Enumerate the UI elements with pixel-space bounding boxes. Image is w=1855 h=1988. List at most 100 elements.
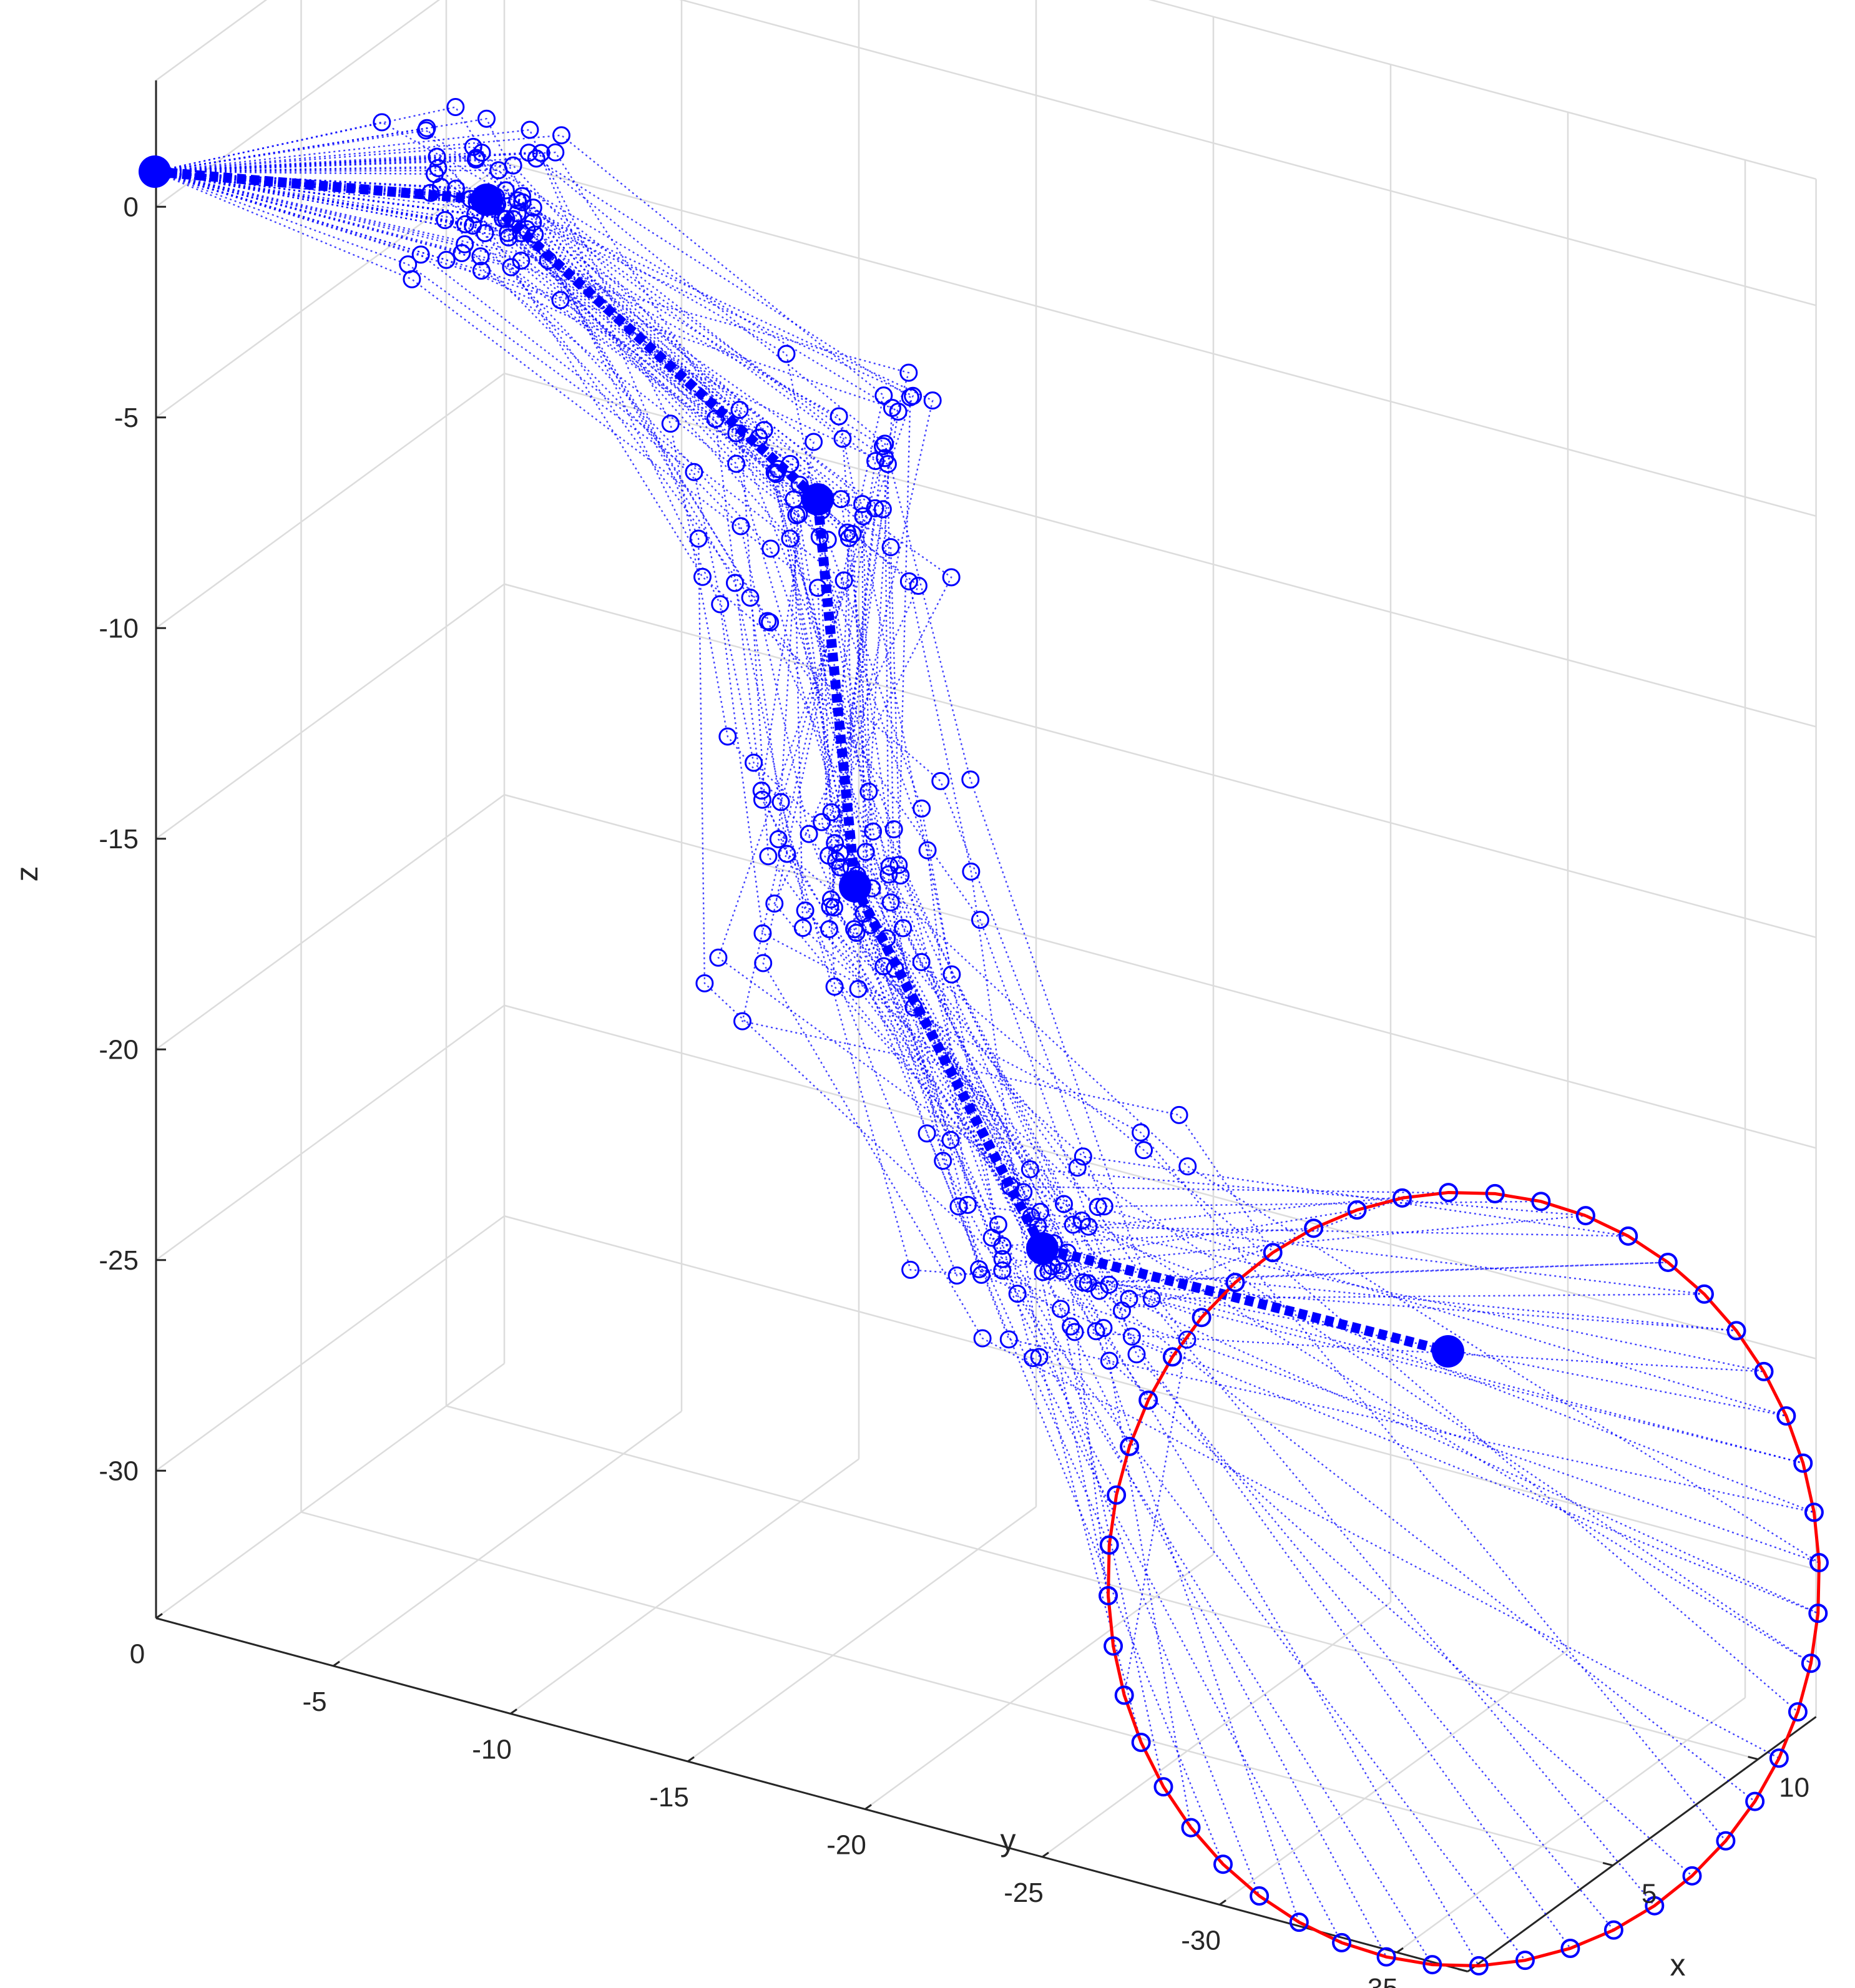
- trajectory-line: [154, 170, 1109, 1596]
- box-edge: [155, 0, 268, 81]
- data-point: [689, 529, 708, 548]
- data-point: [1226, 1273, 1245, 1292]
- data-point: [411, 245, 430, 264]
- z-tick-label: -15: [99, 824, 139, 854]
- y-tick-mark: [155, 1613, 163, 1619]
- data-point: [464, 216, 482, 235]
- data-point: [1716, 1831, 1735, 1850]
- data-point: [1089, 1198, 1107, 1217]
- data-point: [1127, 1345, 1146, 1364]
- data-point: [1054, 1195, 1073, 1213]
- data-point: [1515, 1951, 1534, 1970]
- y-tick-mark: [1396, 1947, 1404, 1954]
- data-point: [785, 490, 803, 509]
- data-point: [471, 247, 490, 266]
- trajectory-lines: [154, 106, 1820, 1967]
- data-point: [1065, 1323, 1084, 1341]
- trajectory-line: [154, 152, 1705, 1300]
- data-point: [1658, 1253, 1677, 1271]
- data-point: [524, 198, 542, 217]
- data-point: [894, 919, 913, 938]
- data-point: [513, 187, 532, 205]
- data-point: [1182, 1818, 1200, 1837]
- trajectory-line: [154, 117, 1726, 1842]
- data-point: [718, 727, 737, 746]
- data-point: [753, 790, 771, 809]
- data-point: [456, 215, 475, 233]
- trajectory-line: [154, 170, 1236, 1311]
- data-point: [830, 407, 848, 426]
- trajectory-line: [154, 170, 1480, 1967]
- data-point: [727, 424, 746, 443]
- data-point: [472, 262, 491, 280]
- data-point: [805, 433, 823, 451]
- trajectory-line: [154, 170, 1668, 1283]
- data-point: [1485, 1184, 1504, 1203]
- mean-joint-point: [139, 155, 171, 188]
- trajectory-line: [154, 170, 1655, 1906]
- mean-trajectory-line: [154, 167, 1449, 1356]
- mean-joint-point: [1026, 1232, 1059, 1265]
- data-point: [1170, 1105, 1188, 1124]
- data-point: [1139, 1391, 1158, 1409]
- data-point: [489, 161, 508, 180]
- data-point: [982, 1228, 1001, 1247]
- x-tick-label: 5: [1642, 1879, 1657, 1909]
- target-circle: [1099, 1183, 1829, 1976]
- data-point: [1100, 1535, 1118, 1554]
- data-point: [732, 517, 750, 536]
- data-point: [941, 1130, 960, 1149]
- data-point: [961, 770, 980, 789]
- data-point: [466, 150, 485, 169]
- x-tick-label: 10: [1779, 1773, 1809, 1803]
- data-point: [1020, 1160, 1039, 1178]
- data-point: [1068, 1158, 1087, 1177]
- data-point: [1132, 1123, 1150, 1142]
- data-point: [1094, 1319, 1113, 1338]
- data-point: [1095, 1197, 1113, 1216]
- data-point: [813, 813, 831, 831]
- data-point: [827, 851, 846, 870]
- data-point: [1178, 1157, 1197, 1176]
- trajectory-line: [154, 170, 1300, 1923]
- data-point: [1304, 1219, 1323, 1238]
- data-point: [873, 500, 892, 519]
- trajectory-line: [154, 121, 1117, 1496]
- trajectory-line: [154, 170, 1693, 1877]
- trajectory-line: [154, 170, 1787, 1417]
- data-point: [754, 954, 773, 972]
- data-point: [1023, 1349, 1042, 1368]
- data-point: [519, 144, 538, 162]
- data-point: [1393, 1188, 1412, 1207]
- data-point: [931, 771, 950, 790]
- data-point: [1122, 1327, 1141, 1346]
- data-point: [1619, 1227, 1638, 1245]
- trajectory-line: [154, 170, 1628, 1237]
- data-point: [759, 847, 778, 866]
- data-point: [477, 109, 496, 128]
- data-point: [781, 454, 800, 473]
- back-wall-grid-line: [679, 0, 1816, 306]
- z-tick-label: -5: [114, 403, 139, 433]
- data-point: [1214, 1855, 1233, 1874]
- z-tick-label: -30: [99, 1456, 139, 1486]
- trajectory-line: [154, 170, 1449, 1228]
- data-point: [1120, 1290, 1138, 1308]
- x-tick-mark: [1457, 1968, 1468, 1973]
- data-point: [1120, 1437, 1139, 1456]
- data-point: [524, 213, 542, 232]
- trajectory-line: [154, 152, 1819, 1614]
- data-point: [758, 612, 777, 630]
- data-point: [725, 574, 744, 592]
- floor-grid-line: [446, 1405, 1758, 1760]
- data-point: [971, 911, 989, 929]
- data-point: [866, 452, 885, 471]
- data-point: [845, 920, 864, 939]
- data-point: [552, 126, 570, 145]
- data-point: [1788, 1703, 1807, 1721]
- y-tick-label: -35: [1358, 1973, 1398, 1988]
- data-point: [499, 228, 518, 247]
- data-point: [847, 924, 866, 943]
- data-point: [899, 572, 918, 590]
- x-tick-mark: [1748, 1756, 1758, 1761]
